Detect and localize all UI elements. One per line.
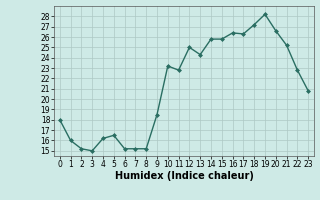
X-axis label: Humidex (Indice chaleur): Humidex (Indice chaleur) — [115, 171, 253, 181]
